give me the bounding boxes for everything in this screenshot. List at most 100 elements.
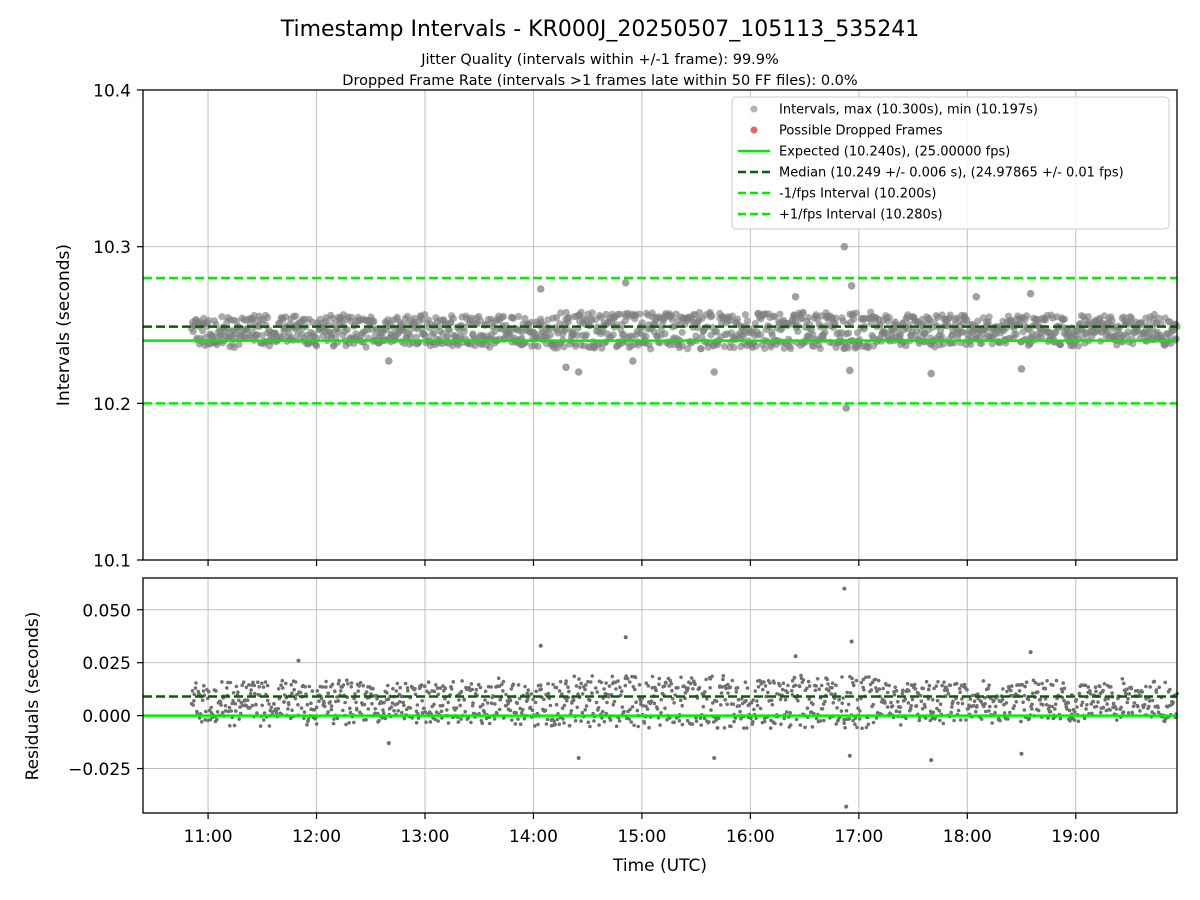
residual-point [395, 681, 400, 686]
residual-point [951, 699, 955, 704]
residual-point [906, 701, 911, 705]
residual-point [288, 716, 293, 720]
residual-point [848, 691, 853, 695]
residual-point [851, 718, 855, 723]
residual-point [833, 692, 837, 696]
residual-point [516, 683, 521, 687]
residual-point [419, 683, 424, 687]
residual-point [1086, 685, 1091, 689]
residual-point [410, 716, 415, 720]
residual-point [935, 698, 940, 703]
interval-outlier-point [562, 363, 570, 372]
residual-point [560, 706, 565, 710]
residual-point [251, 680, 255, 685]
residual-point [381, 711, 386, 715]
residual-point [274, 710, 279, 715]
interval-point [1012, 330, 1020, 338]
interval-outlier-point [1026, 289, 1035, 298]
residual-point [754, 716, 758, 720]
residual-point [966, 706, 971, 711]
residual-point [1105, 702, 1109, 706]
residual-point [576, 692, 580, 696]
residual-point [263, 680, 268, 684]
residual-point [436, 719, 440, 723]
residual-point [618, 685, 622, 689]
residual-point [623, 683, 628, 688]
residual-point [336, 699, 341, 703]
interval-point [205, 316, 213, 325]
residual-point [405, 686, 410, 690]
residual-point [515, 701, 520, 706]
interval-point [642, 332, 650, 340]
residual-point [788, 711, 792, 715]
residual-point [548, 703, 553, 708]
residual-point [956, 708, 961, 713]
interval-point [678, 342, 687, 350]
intervals-y-axis-label: Intervals (seconds) [54, 244, 74, 406]
residual-point [398, 685, 403, 690]
residual-point [672, 701, 676, 705]
residual-point [1026, 697, 1031, 702]
residual-point [1062, 698, 1066, 703]
residual-point [1022, 693, 1027, 698]
residual-point [644, 681, 649, 685]
residual-point [347, 721, 351, 725]
interval-point [557, 309, 565, 317]
residual-point [467, 685, 471, 690]
residual-point [276, 706, 281, 711]
residual-point [680, 722, 685, 727]
residual-point [1156, 705, 1160, 710]
residual-point [690, 722, 695, 726]
residual-point [219, 703, 223, 707]
residual-point [1101, 688, 1105, 693]
interval-point [678, 328, 686, 336]
residual-point [538, 683, 543, 687]
interval-point [328, 314, 337, 322]
interval-point [1038, 333, 1046, 341]
residual-point [834, 722, 838, 726]
residual-point [276, 687, 281, 691]
residual-point [627, 717, 631, 721]
interval-point [499, 312, 508, 320]
residual-point [630, 705, 635, 709]
residual-point [456, 720, 461, 724]
residual-point [385, 691, 389, 695]
residual-point [625, 676, 630, 681]
interval-point [1056, 341, 1065, 349]
residual-point [1076, 719, 1081, 723]
residual-point [766, 690, 770, 695]
residual-point [722, 726, 727, 730]
residual-point [487, 721, 492, 726]
residual-point [859, 680, 864, 685]
residual-point [1046, 716, 1050, 720]
residual-point [739, 716, 743, 721]
residual-point [460, 679, 464, 683]
residual-point [1163, 680, 1167, 685]
residual-point [769, 698, 774, 703]
residual-point [590, 674, 594, 678]
residual-point [1140, 690, 1145, 694]
interval-point [752, 342, 760, 350]
residual-point [386, 697, 391, 701]
residual-point [897, 710, 902, 714]
intervals-y-tick-label: 10.4 [93, 82, 131, 102]
residual-point [1125, 700, 1130, 705]
interval-point [348, 313, 356, 321]
residual-point [497, 707, 502, 712]
residual-point [516, 717, 520, 721]
residual-point [280, 678, 285, 683]
residual-point [714, 699, 719, 704]
residual-point [304, 692, 308, 696]
residual-point [380, 716, 385, 720]
residual-point [1110, 691, 1114, 695]
residual-point [807, 684, 812, 688]
residual-point [281, 686, 285, 690]
residual-point [241, 680, 246, 684]
residual-point [364, 690, 369, 694]
residual-point [583, 687, 587, 692]
residual-point [979, 717, 984, 721]
residual-point [628, 707, 632, 712]
residual-point [190, 689, 195, 693]
interval-point [199, 327, 207, 335]
residual-point [292, 687, 297, 692]
